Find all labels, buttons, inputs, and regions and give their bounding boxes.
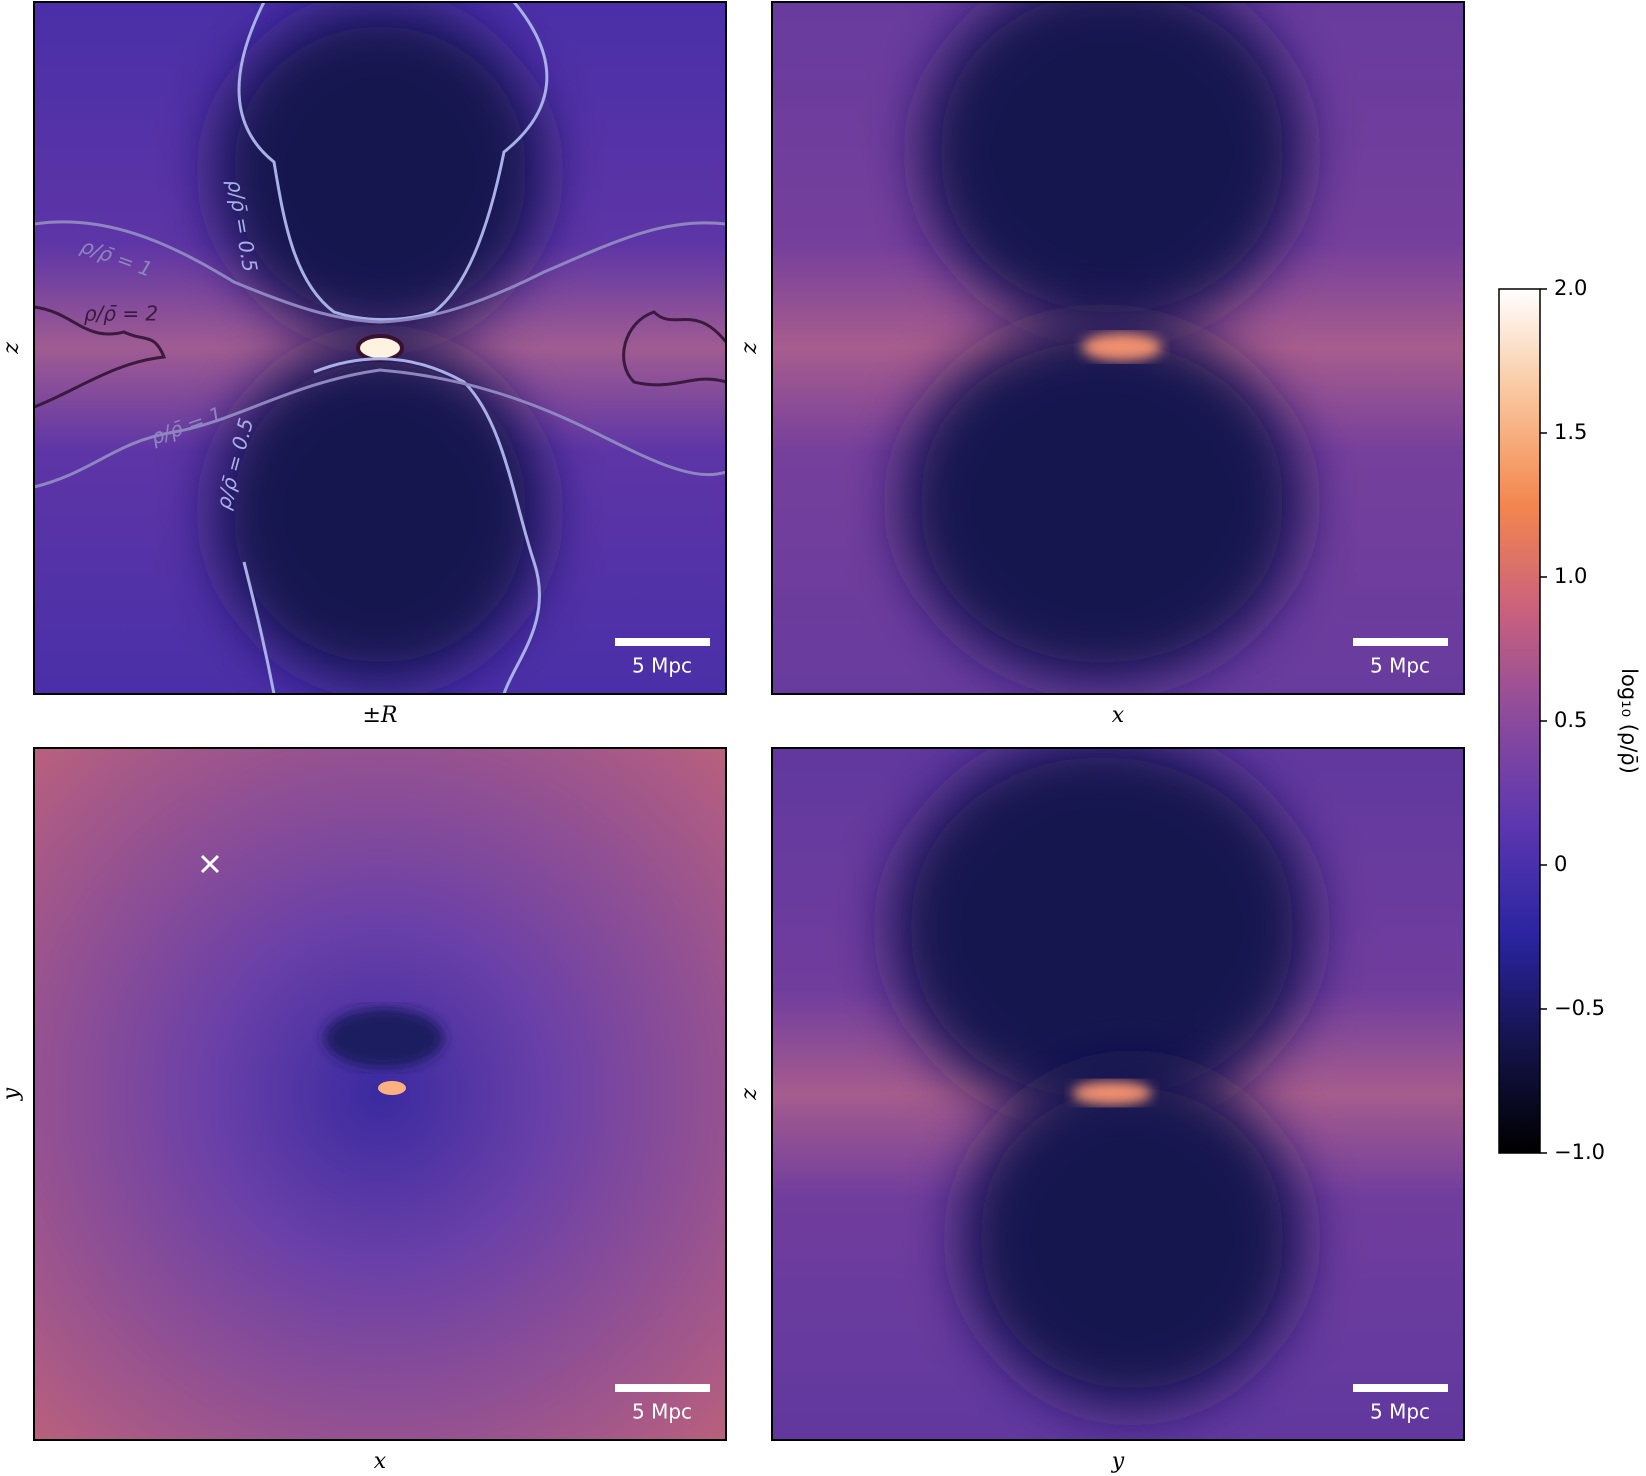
- scale-bar-label: 5 Mpc: [1370, 654, 1430, 678]
- x-axis-label: x: [374, 1449, 387, 1474]
- y-axis-label: z: [737, 1088, 762, 1101]
- colorbar-tick-label: 1.0: [1554, 564, 1587, 588]
- colorbar: [1498, 288, 1541, 1154]
- colorbar-label: log₁₀ (ρ/ρ̄): [1617, 668, 1641, 774]
- x-axis-label: x: [1112, 703, 1125, 728]
- panel: [771, 1, 1465, 695]
- scale-bar: [615, 638, 710, 646]
- y-axis-label: y: [0, 1087, 24, 1101]
- colorbar-tick-label: 0: [1554, 852, 1567, 876]
- x-axis-label: ±R: [363, 703, 398, 728]
- colorbar-tick-label: −1.0: [1554, 1140, 1605, 1164]
- panel: [33, 747, 727, 1441]
- colorbar-tick-label: −0.5: [1554, 996, 1605, 1020]
- colorbar-tick-label: 2.0: [1554, 276, 1587, 300]
- x-axis-label: y: [1111, 1449, 1125, 1474]
- panel: [771, 747, 1465, 1441]
- panel: ρ/ρ̄ = 0.5 ρ/ρ̄ = 1 ρ/ρ̄ = 2 ρ/ρ̄ = 1 ρ/…: [33, 1, 727, 695]
- scale-bar-label: 5 Mpc: [1370, 1400, 1430, 1424]
- scale-bar: [1353, 638, 1448, 646]
- scale-bar-label: 5 Mpc: [632, 654, 692, 678]
- scale-bar-label: 5 Mpc: [632, 1400, 692, 1424]
- scale-bar: [615, 1384, 710, 1392]
- y-axis-label: z: [0, 342, 24, 355]
- colorbar-tick-label: 1.5: [1554, 420, 1587, 444]
- colorbar-tick-label: 0.5: [1554, 708, 1587, 732]
- contour-label: ρ/ρ̄ = 2: [84, 302, 158, 326]
- y-axis-label: z: [737, 342, 762, 355]
- scale-bar: [1353, 1384, 1448, 1392]
